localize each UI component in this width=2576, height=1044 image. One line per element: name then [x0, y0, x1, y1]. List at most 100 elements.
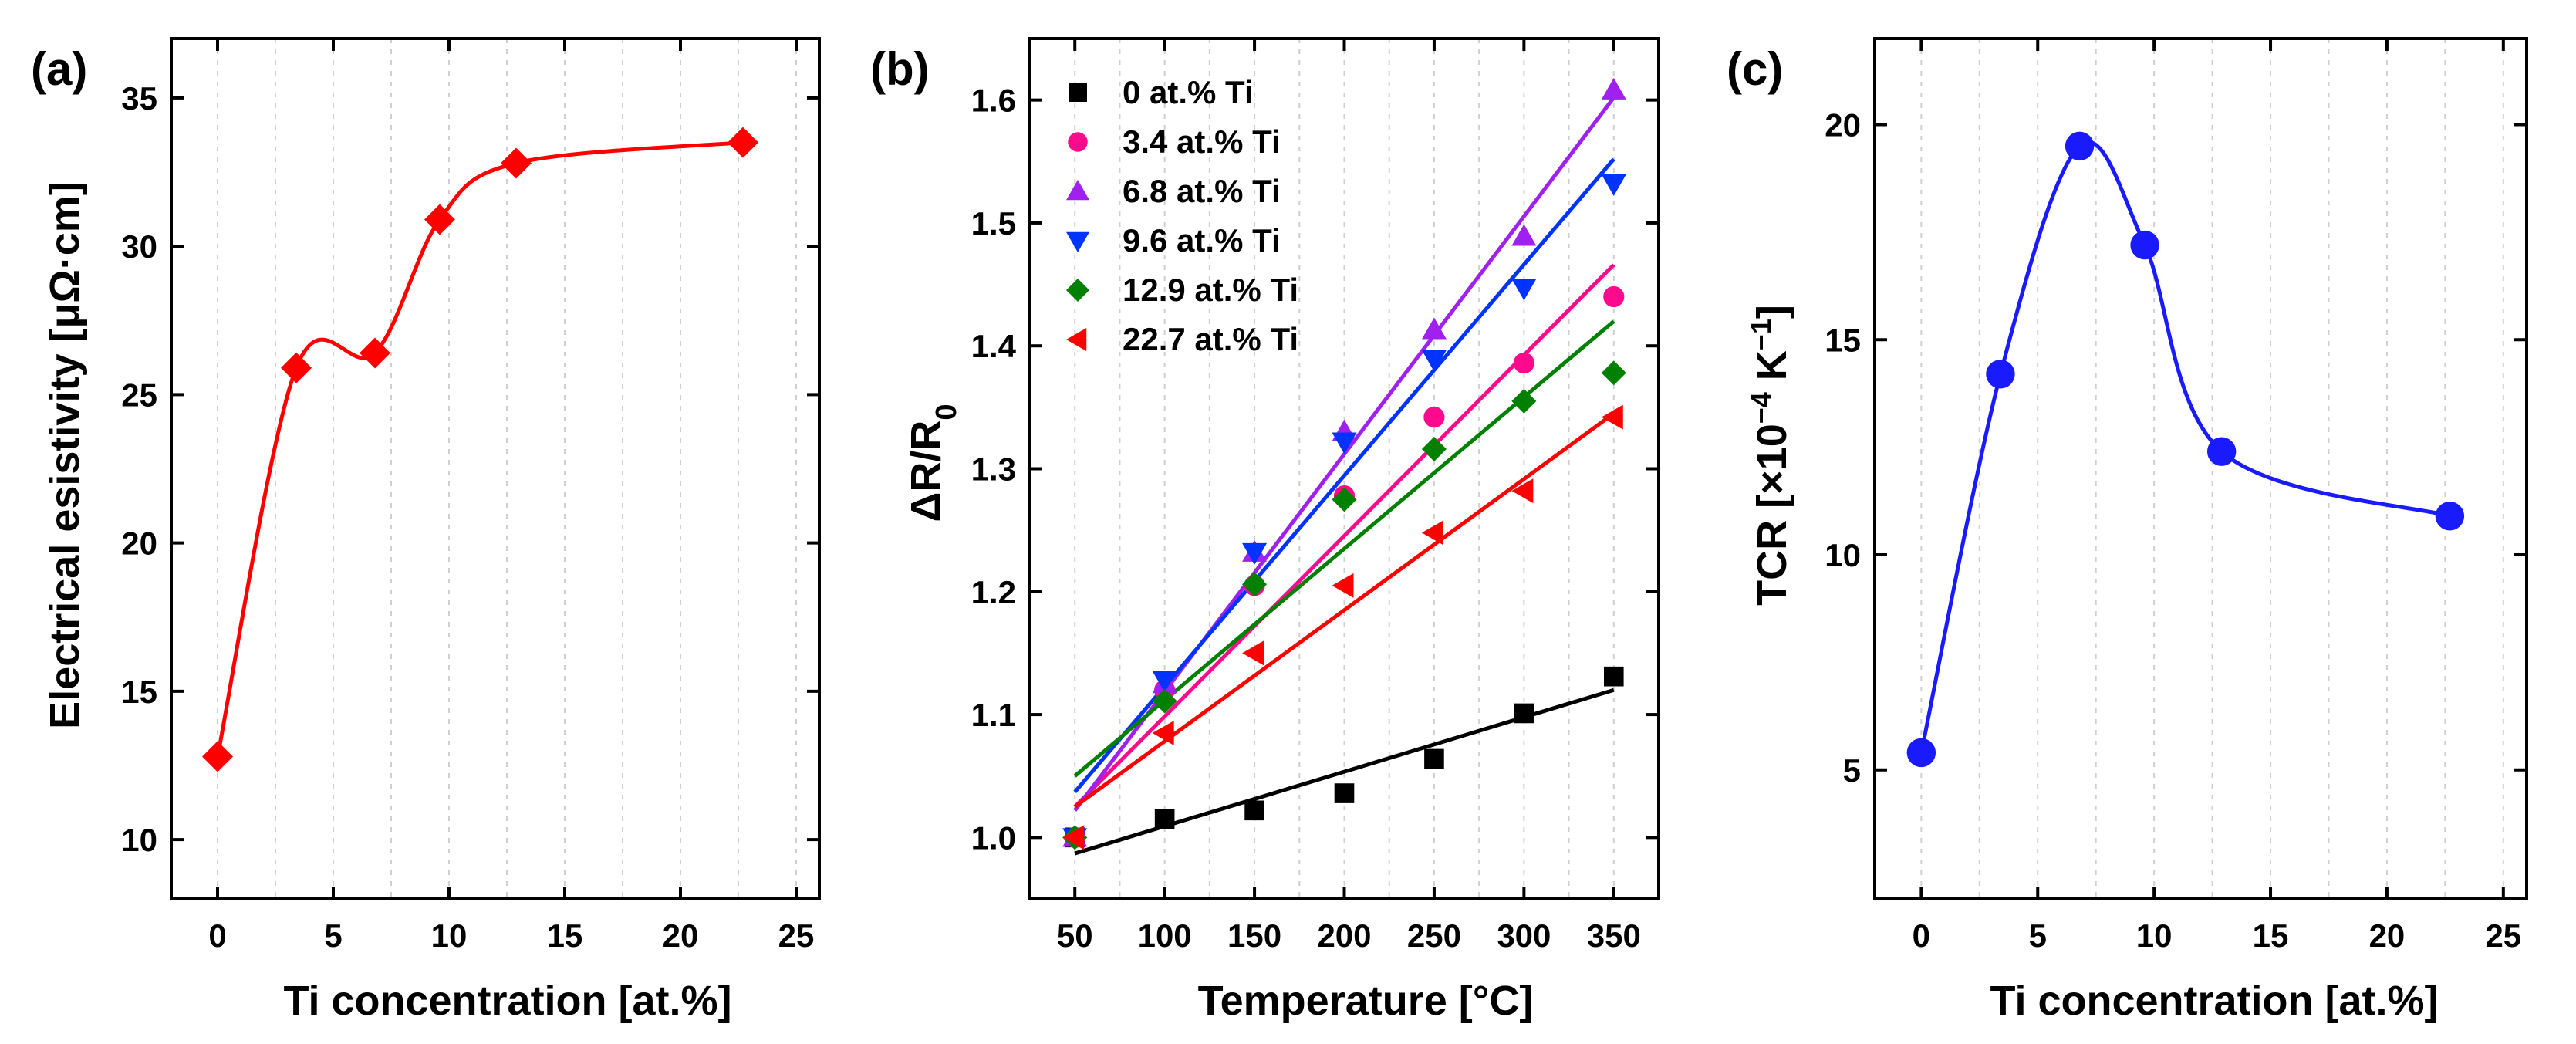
panel-b-ylabel-subscript: 0 — [930, 404, 963, 421]
panel-a-y-tick-label: 20 — [121, 525, 157, 562]
panel-b-y-tick-label: 1.5 — [971, 205, 1016, 242]
panel-c-data-point — [2435, 502, 2465, 531]
panel-b-y-tick-label: 1.4 — [971, 328, 1017, 364]
panel-c-x-tick-label: 20 — [2369, 917, 2406, 954]
panel-b-label: (b) — [870, 43, 930, 95]
panel-b-y-tick-label: 1.6 — [971, 83, 1016, 119]
panel-b-series-5-point — [1152, 720, 1174, 745]
panel-c-y-tick-label: 10 — [1825, 537, 1861, 573]
panel-b-y-ticks: 1.0 1.1 1.2 1.3 1.4 1.5 1.6 — [971, 83, 1659, 856]
panel-c-ylabel-exp1: −4 — [1745, 392, 1777, 424]
panel-b-legend-label-1: 3.4 at.% Ti — [1123, 123, 1281, 160]
panel-b-fit-lines — [1073, 96, 1615, 856]
panel-b-series-0-point — [1334, 783, 1355, 803]
panel-b-y-tick-label: 1.3 — [971, 451, 1016, 488]
panel-c-data-point — [2130, 230, 2159, 260]
panel-b-series-3-point — [1511, 279, 1537, 301]
panel-b-series-0-point — [1603, 666, 1624, 687]
panel-b-series-3-point — [1332, 432, 1357, 454]
panel-c-ylabel-exp2: −1 — [1745, 319, 1777, 350]
panel-a-x-tick-label: 20 — [663, 917, 699, 954]
panel-b-legend-marker-1 — [1068, 132, 1088, 152]
panel-b-x-tick-label: 200 — [1317, 917, 1371, 954]
panel-a-x-tick-label: 25 — [778, 917, 815, 954]
panel-a-x-tick-label: 10 — [431, 917, 468, 954]
panel-a-data-point — [424, 204, 455, 235]
panel-c-tcr-chart: (c) TCR [×10−4 K−1] Ti concentration [at… — [1727, 37, 2528, 1024]
panel-c-x-tick-label: 25 — [2485, 917, 2521, 954]
panel-b-y-tick-label: 1.2 — [971, 574, 1016, 610]
panel-b-legend-marker-3 — [1066, 231, 1089, 252]
panel-c-x-tick-label: 10 — [2136, 917, 2173, 954]
panel-c-x-tick-label: 0 — [1913, 917, 1930, 954]
panel-c-y-ticks: 5 10 15 20 — [1825, 107, 2527, 789]
panel-a-grid — [217, 39, 797, 899]
panel-b-series-1-point — [1513, 352, 1534, 374]
panel-c-markers — [1906, 131, 2465, 768]
panel-a-y-ticks: 10 15 20 25 30 35 — [121, 80, 819, 858]
panel-b-series-4-markers — [1062, 360, 1626, 850]
panel-a-y-tick-label: 35 — [121, 80, 157, 117]
panel-b-series-5-point — [1062, 825, 1085, 850]
panel-c-ylabel-mid: K — [1749, 350, 1795, 392]
panel-c-x-tick-label: 15 — [2253, 917, 2289, 954]
panel-b-series-4-point — [1332, 487, 1357, 512]
panel-b-legend-marker-2 — [1066, 180, 1089, 201]
panel-b-legend-marker-5 — [1066, 328, 1087, 351]
panel-b-series-2-point — [1421, 317, 1447, 340]
panel-c-ylabel-pre: TCR [×10 — [1749, 424, 1795, 606]
panel-b-y-tick-label: 1.0 — [971, 819, 1016, 856]
panel-a-plot-frame — [170, 37, 821, 900]
panel-b-ylabel-main: ΔR/R — [903, 421, 949, 522]
panel-b-series-5-point — [1421, 520, 1443, 546]
panel-b-legend-label-4: 12.9 at.% Ti — [1123, 272, 1298, 308]
panel-b-series-4-point — [1421, 437, 1447, 462]
panel-b-legend-label-0: 0 at.% Ti — [1123, 74, 1254, 110]
panel-b-legend-label-3: 9.6 at.% Ti — [1123, 222, 1281, 258]
panel-c-x-ticks: 0 5 10 15 20 25 — [1913, 39, 2521, 954]
panel-a-markers — [202, 127, 758, 772]
panel-b-xlabel: Temperature [°C] — [1198, 978, 1534, 1024]
panel-b-series-4-point — [1152, 688, 1177, 714]
panel-b-series-1-point — [1603, 285, 1625, 308]
panel-c-curve — [1919, 140, 2451, 753]
panel-b-series-5-point — [1511, 478, 1534, 504]
panel-b-series-4-point — [1511, 388, 1537, 414]
panel-a-x-tick-label: 15 — [547, 917, 583, 954]
panel-b-series-5-point — [1601, 404, 1623, 430]
panel-b-series-3-point — [1601, 174, 1626, 196]
panel-b-series-5-point — [1332, 573, 1354, 598]
panel-a-resistivity-chart: (a) Electrical esistivity [μΩ·cm] Ti con… — [31, 37, 821, 1024]
panel-b-legend: 0 at.% Ti 3.4 at.% Ti 6.8 at.% Ti 9.6 at.% … — [1066, 74, 1298, 357]
panel-c-data-point — [1986, 360, 2015, 389]
panel-c-data-point — [2206, 437, 2237, 466]
panel-a-data-point — [360, 337, 390, 369]
panel-b-x-tick-label: 350 — [1587, 917, 1641, 954]
panel-c-y-tick-label: 5 — [1843, 752, 1861, 789]
panel-a-xlabel: Ti concentration [at.%] — [283, 978, 731, 1024]
panel-a-label: (a) — [31, 43, 87, 95]
panel-b-series-1-point — [1423, 407, 1445, 428]
panel-c-xlabel: Ti concentration [at.%] — [1990, 978, 2438, 1024]
panel-b-series-4-point — [1601, 360, 1626, 386]
panel-a-y-tick-label: 15 — [121, 674, 157, 710]
panel-b-x-tick-label: 100 — [1138, 917, 1192, 954]
panel-b-series-2-point — [1601, 77, 1626, 100]
panel-c-data-point — [2065, 131, 2095, 161]
panel-b-x-ticks: 50 100 150 200 250 300 350 — [1057, 39, 1641, 954]
panel-b-series-4-point — [1242, 572, 1268, 597]
panel-b-series-0-point — [1154, 809, 1175, 829]
panel-a-y-tick-label: 25 — [121, 377, 157, 413]
panel-b-series-5-markers — [1062, 404, 1623, 850]
panel-a-x-ticks: 0 5 10 15 20 25 — [208, 39, 814, 954]
panel-a-y-tick-label: 30 — [121, 228, 157, 265]
panel-c-label: (c) — [1727, 43, 1783, 95]
panel-c-ylabel-post: ] — [1749, 305, 1795, 319]
panel-a-data-point — [728, 127, 758, 158]
panel-a-data-point — [501, 147, 532, 179]
panel-b-series-2-point — [1511, 224, 1537, 246]
panel-b-fit-line-series-5 — [1073, 411, 1615, 809]
panel-a-y-tick-label: 10 — [121, 822, 157, 858]
panel-b-x-tick-label: 50 — [1057, 917, 1093, 954]
panel-a-data-point — [281, 352, 312, 383]
